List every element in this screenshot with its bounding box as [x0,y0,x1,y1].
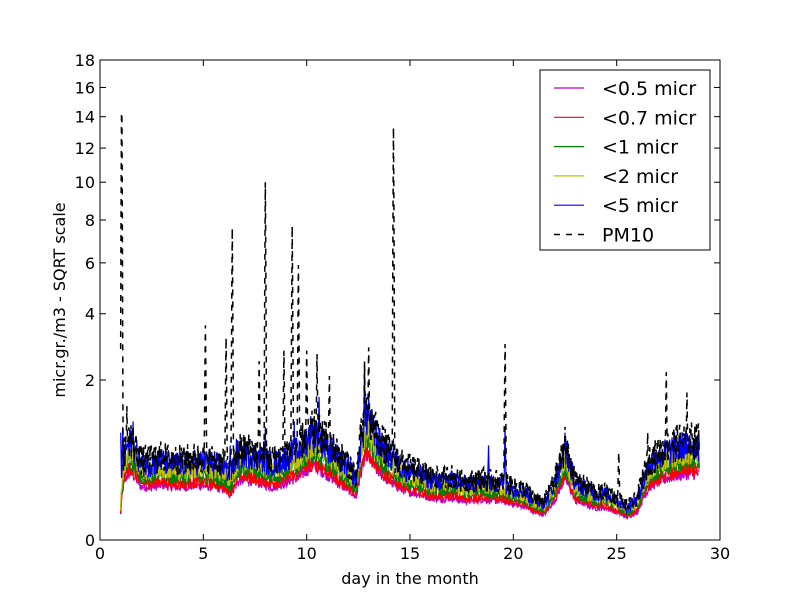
y-tick-label: 4 [85,305,95,324]
series-line-pm10 [119,112,701,511]
legend-label: <2 micr [602,166,678,188]
series-line-5-micr [120,364,700,515]
x-tick-label: 5 [198,544,208,563]
x-tick-label: 30 [710,544,730,563]
x-tick-label: 0 [95,544,105,563]
y-tick-label: 0 [85,531,95,550]
x-tick-label: 20 [503,544,523,563]
legend-label: <5 micr [602,195,678,217]
y-axis-title: micr.gr./m3 - SQRT scale [50,202,69,397]
y-tick-label: 6 [85,254,95,273]
x-axis-title: day in the month [341,569,478,588]
x-axis: 0 5 10 15 20 25 30 [95,60,730,563]
y-tick-label: 2 [85,371,95,390]
y-tick-label: 8 [85,211,95,230]
legend-label: <0.7 micr [602,107,696,129]
legend-label: PM10 [602,225,654,247]
x-tick-label: 15 [400,544,420,563]
x-tick-label: 25 [606,544,626,563]
legend-box [539,69,711,251]
x-tick-label: 10 [296,544,316,563]
series-layer [119,112,701,520]
y-tick-label: 18 [75,51,95,70]
y-tick-label: 10 [75,173,95,192]
legend-label: <1 micr [602,137,678,159]
y-tick-label: 14 [75,108,95,127]
y-axis: 0 2 4 6 8 10 12 14 16 18 [75,51,720,550]
legend: <0.5 micr <0.7 micr <1 micr <2 micr <5 micr P… [539,69,711,251]
legend-label: <0.5 micr [602,78,696,100]
y-tick-label: 12 [75,139,95,158]
y-tick-label: 16 [75,78,95,97]
